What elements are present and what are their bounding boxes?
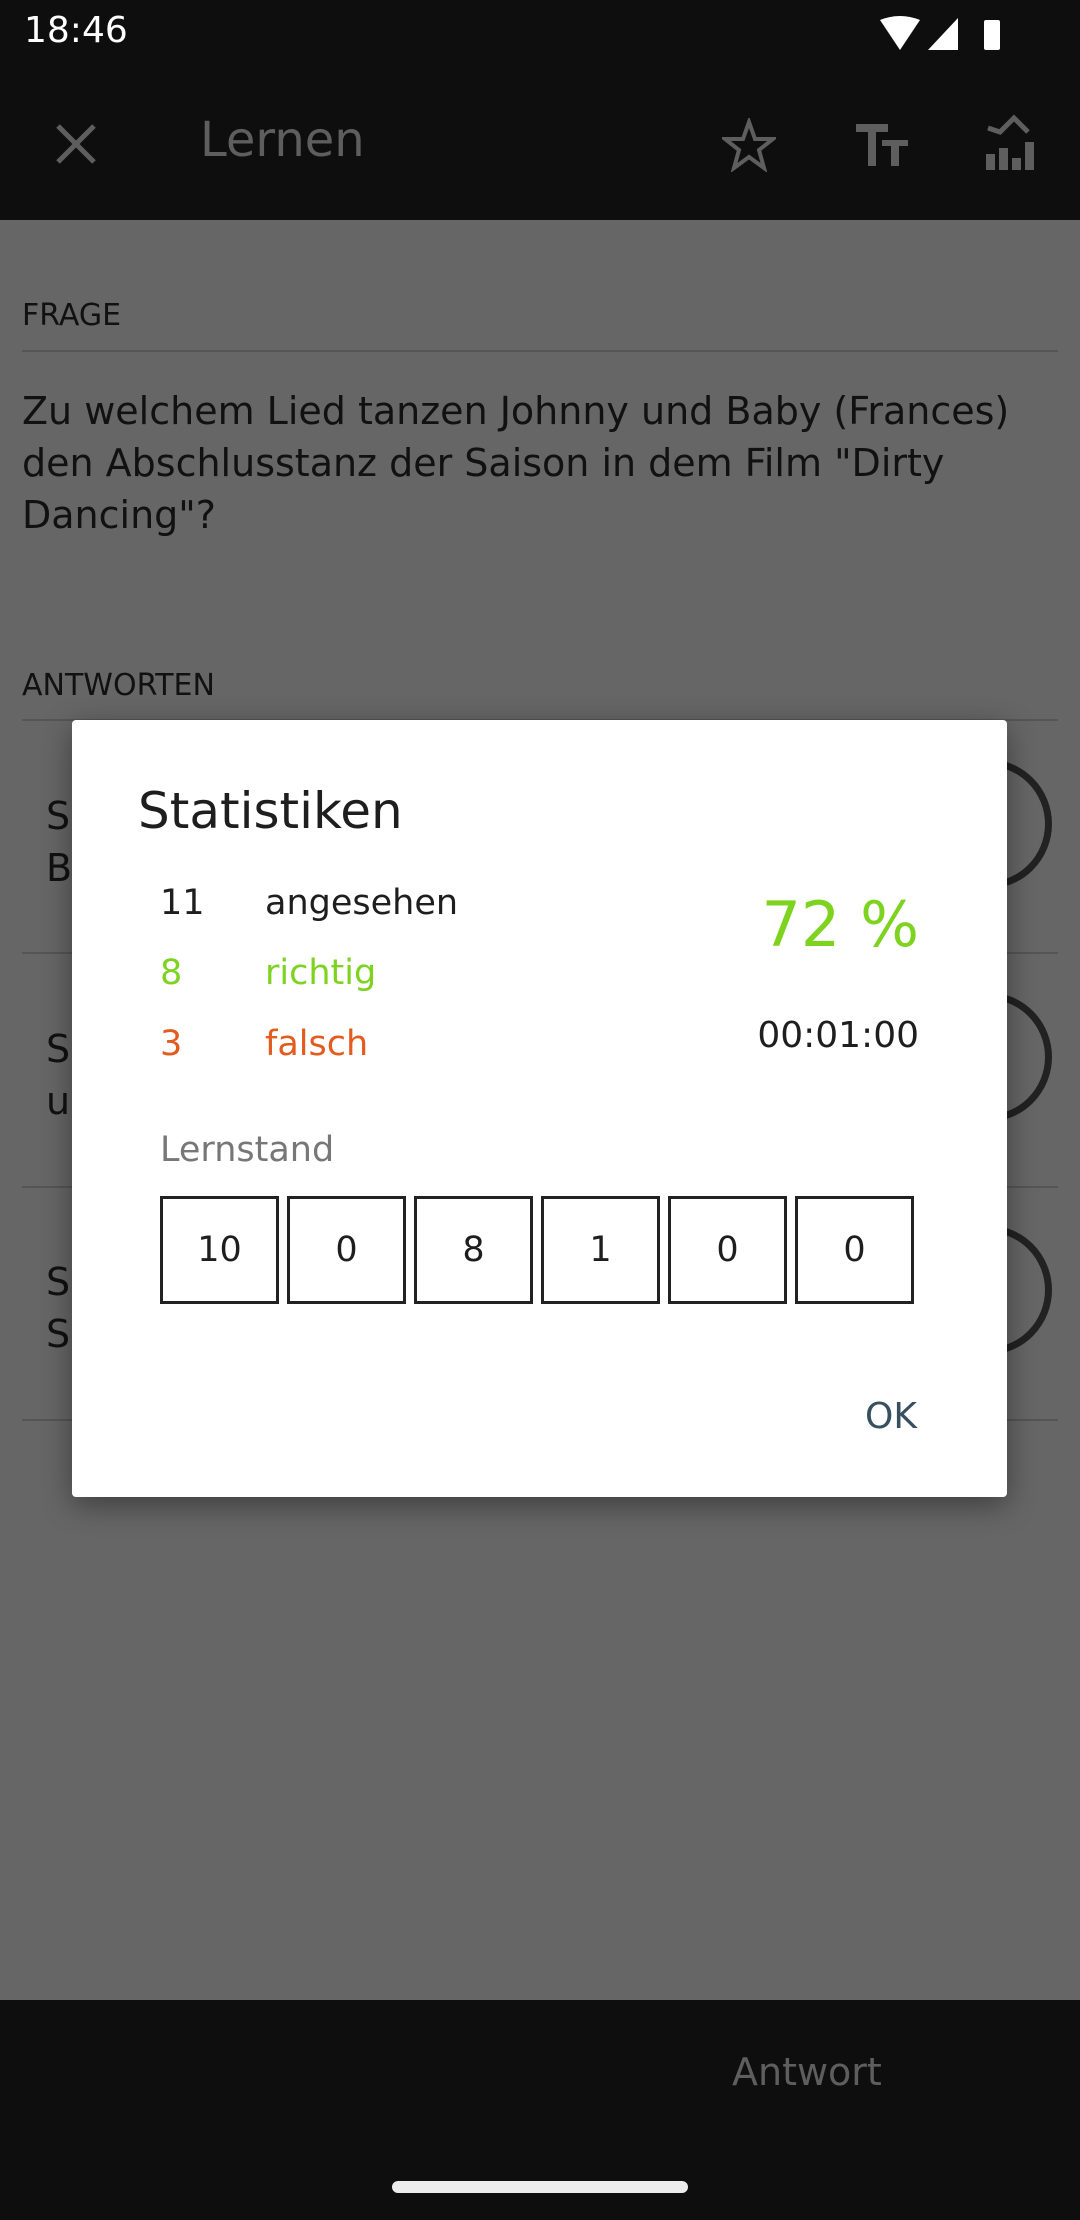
status-icons (880, 16, 1000, 50)
home-indicator[interactable] (392, 2181, 688, 2193)
battery-icon (984, 20, 1000, 50)
close-icon[interactable] (54, 122, 98, 166)
answer-text: S (46, 1260, 71, 1304)
progress-box: 0 (287, 1196, 406, 1304)
answer-button[interactable]: Antwort (732, 2050, 882, 2094)
viewed-count: 11 (160, 883, 205, 923)
progress-label: Lernstand (160, 1130, 335, 1170)
statistics-icon[interactable] (984, 114, 1042, 172)
answer-text: S (46, 1312, 71, 1356)
correct-percent: 72 % (761, 888, 919, 961)
star-icon[interactable] (722, 118, 776, 172)
signal-icon (928, 18, 958, 50)
question-text: Zu welchem Lied tanzen Johnny und Baby (… (22, 389, 1010, 537)
elapsed-time: 00:01:00 (757, 1015, 919, 1056)
dialog-title: Statistiken (138, 782, 403, 840)
correct-label: richtig (265, 953, 377, 993)
progress-box: 1 (541, 1196, 660, 1304)
answers-header: ANTWORTEN (22, 668, 215, 703)
divider (22, 350, 1058, 352)
page-title: Lernen (200, 112, 365, 168)
answer-text: S (46, 1027, 71, 1071)
wrong-label: falsch (265, 1024, 369, 1064)
answer-text: S (46, 794, 71, 838)
ok-button[interactable]: OK (865, 1396, 917, 1437)
progress-box: 0 (795, 1196, 914, 1304)
status-time: 18:46 (24, 10, 128, 51)
progress-box: 0 (668, 1196, 787, 1304)
viewed-label: angesehen (265, 883, 459, 923)
wrong-count: 3 (160, 1024, 183, 1064)
progress-box: 10 (160, 1196, 279, 1304)
statistics-dialog: Statistiken 11 angesehen 8 richtig 3 fal… (72, 720, 1007, 1497)
text-size-icon[interactable] (854, 122, 910, 168)
answer-text: u (46, 1079, 71, 1123)
answer-text: B (46, 846, 73, 890)
question-header: FRAGE (22, 298, 122, 333)
progress-boxes: 10 0 8 1 0 0 (160, 1196, 914, 1304)
correct-count: 8 (160, 953, 183, 993)
wifi-icon (880, 16, 920, 50)
progress-box: 8 (414, 1196, 533, 1304)
app-toolbar: 18:46 Lernen (0, 0, 1080, 220)
